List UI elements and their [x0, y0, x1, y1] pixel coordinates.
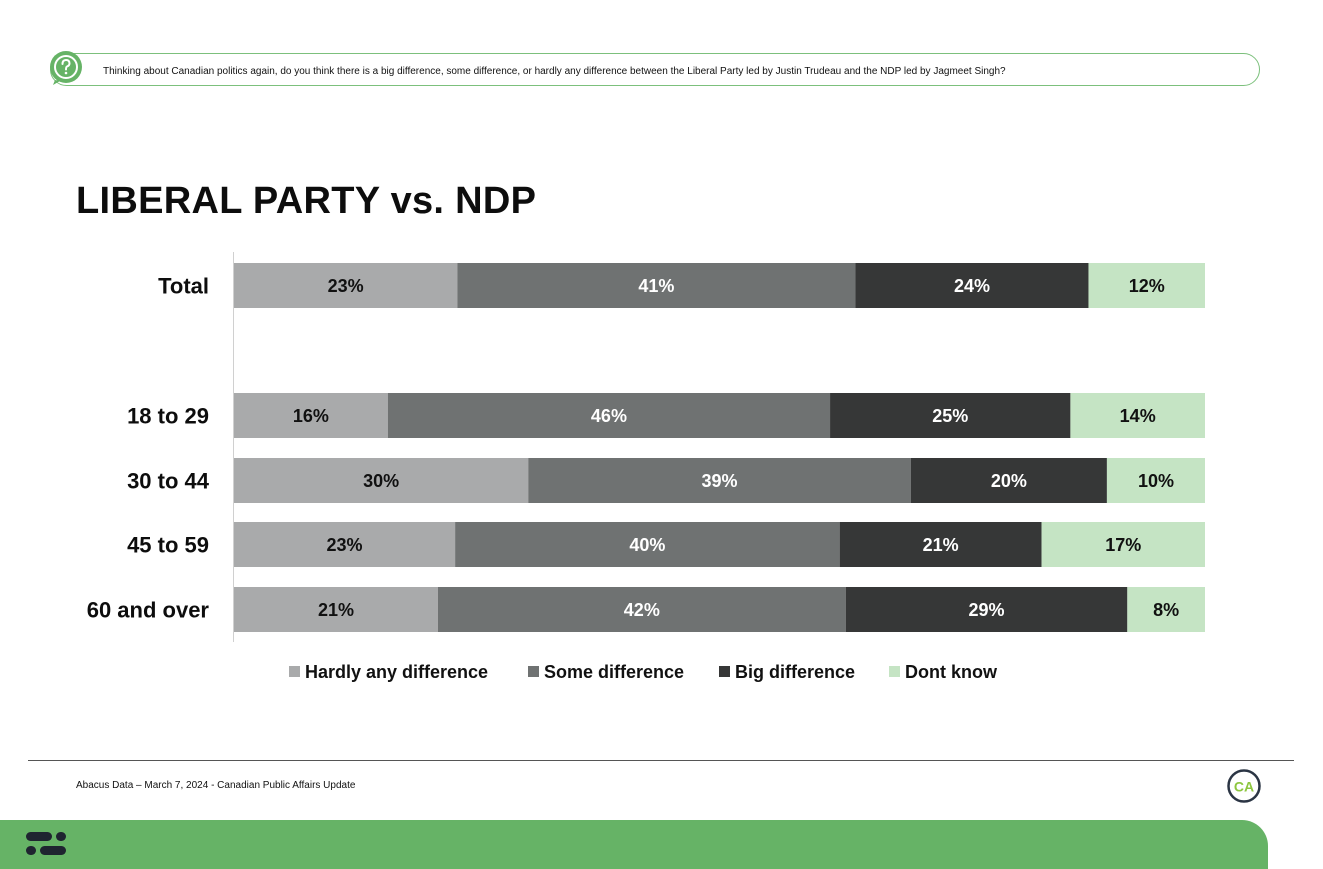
- bar-segment: [855, 263, 1089, 308]
- bar-segment: [1127, 587, 1205, 632]
- category-label: 60 and over: [87, 598, 210, 623]
- data-label: 39%: [701, 471, 737, 491]
- data-label: 25%: [932, 406, 968, 426]
- stacked-bar-chart: Total 23% 41% 24% 12% 18 to 29 16% 46% 25% 14% 30 …: [87, 252, 1205, 682]
- data-label: 41%: [638, 276, 674, 296]
- data-label: 8%: [1153, 600, 1179, 620]
- data-label: 12%: [1129, 276, 1165, 296]
- chart-title: LIBERAL PARTY vs. NDP: [76, 180, 537, 222]
- legend-swatch: [528, 666, 539, 677]
- bar-segment: [234, 587, 438, 632]
- data-label: 21%: [318, 600, 354, 620]
- data-label: 42%: [624, 600, 660, 620]
- category-label: 30 to 44: [127, 469, 210, 494]
- data-label: 21%: [923, 535, 959, 555]
- data-label: 23%: [328, 276, 364, 296]
- bar-segment: [845, 587, 1128, 632]
- bar-segment: [1070, 393, 1205, 438]
- footer-divider: [28, 760, 1294, 761]
- category-label: 45 to 59: [127, 533, 209, 558]
- data-label: 10%: [1138, 471, 1174, 491]
- legend-swatch: [719, 666, 730, 677]
- data-label: 46%: [591, 406, 627, 426]
- legend-swatch: [889, 666, 900, 677]
- data-label: 24%: [954, 276, 990, 296]
- ca-badge-icon: CA: [1227, 769, 1261, 803]
- bar-segment: [387, 393, 831, 438]
- ca-badge-text: CA: [1234, 779, 1254, 795]
- bar-segment: [830, 393, 1071, 438]
- abacus-logo-icon: [26, 832, 66, 855]
- bar-segment: [910, 458, 1107, 503]
- footer-band: [0, 820, 1268, 869]
- bar-segment: [234, 522, 456, 567]
- legend-label: Dont know: [905, 662, 998, 682]
- bar-segment: [1106, 458, 1205, 503]
- question-mark-icon: [50, 51, 82, 85]
- bar-segment: [437, 587, 846, 632]
- legend-label: Big difference: [735, 662, 855, 682]
- data-label: 17%: [1105, 535, 1141, 555]
- bar-segment: [457, 263, 856, 308]
- category-label: Total: [158, 274, 209, 299]
- bar-segment: [234, 393, 388, 438]
- data-label: 14%: [1120, 406, 1156, 426]
- source-note: Abacus Data – March 7, 2024 - Canadian P…: [76, 780, 356, 791]
- data-label: 40%: [629, 535, 665, 555]
- data-label: 20%: [991, 471, 1027, 491]
- legend-label: Some difference: [544, 662, 684, 682]
- data-label: 30%: [363, 471, 399, 491]
- data-label: 29%: [969, 600, 1005, 620]
- bar-segment: [234, 263, 458, 308]
- category-label: 18 to 29: [127, 404, 209, 429]
- data-label: 23%: [327, 535, 363, 555]
- survey-question: Thinking about Canadian politics again, …: [103, 66, 1006, 77]
- bar-segment: [1041, 522, 1205, 567]
- bar-segment: [455, 522, 840, 567]
- bar-segment: [528, 458, 911, 503]
- data-label: 16%: [293, 406, 329, 426]
- bar-segment: [234, 458, 529, 503]
- legend-swatch: [289, 666, 300, 677]
- bar-segment: [1088, 263, 1205, 308]
- legend-label: Hardly any difference: [305, 662, 488, 682]
- bar-segment: [839, 522, 1042, 567]
